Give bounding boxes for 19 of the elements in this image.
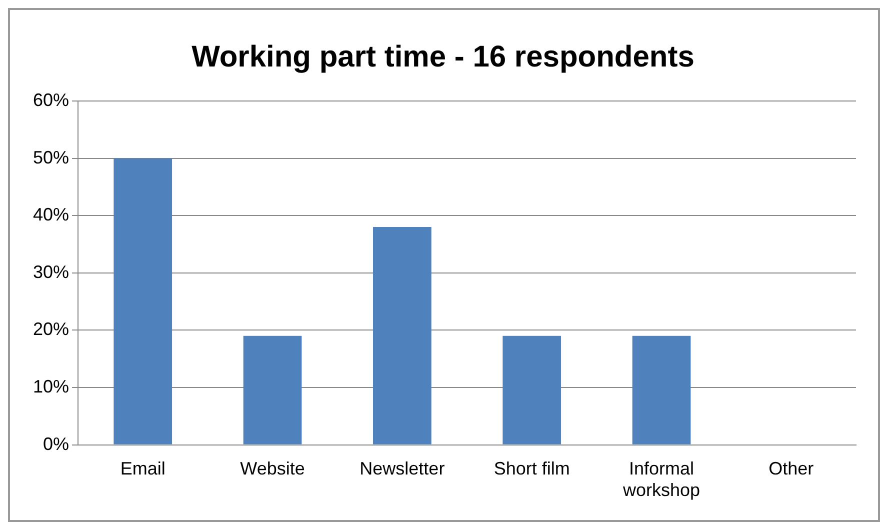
x-tick-label: Email <box>120 458 166 479</box>
x-tick-label: Other <box>768 458 814 479</box>
bar <box>114 158 172 444</box>
bar <box>502 336 562 444</box>
y-tick-label: 0% <box>43 434 70 454</box>
bar <box>373 227 432 444</box>
y-tick-label: 20% <box>32 319 70 340</box>
y-tick-label: 60% <box>32 90 70 110</box>
x-tick-label: Website <box>240 458 305 479</box>
y-tick-label: 40% <box>32 204 70 225</box>
x-tick-label: Informal workshop <box>622 458 700 500</box>
x-tick-label: Newsletter <box>360 458 445 479</box>
chart-title: Working part time - 16 respondents <box>192 40 694 74</box>
y-tick-label: 10% <box>32 376 70 396</box>
y-tick-label: 50% <box>32 147 70 168</box>
y-tick-label: 30% <box>32 262 70 282</box>
bar <box>632 336 691 444</box>
bar <box>243 336 302 444</box>
x-tick-label: Short film <box>494 458 570 479</box>
